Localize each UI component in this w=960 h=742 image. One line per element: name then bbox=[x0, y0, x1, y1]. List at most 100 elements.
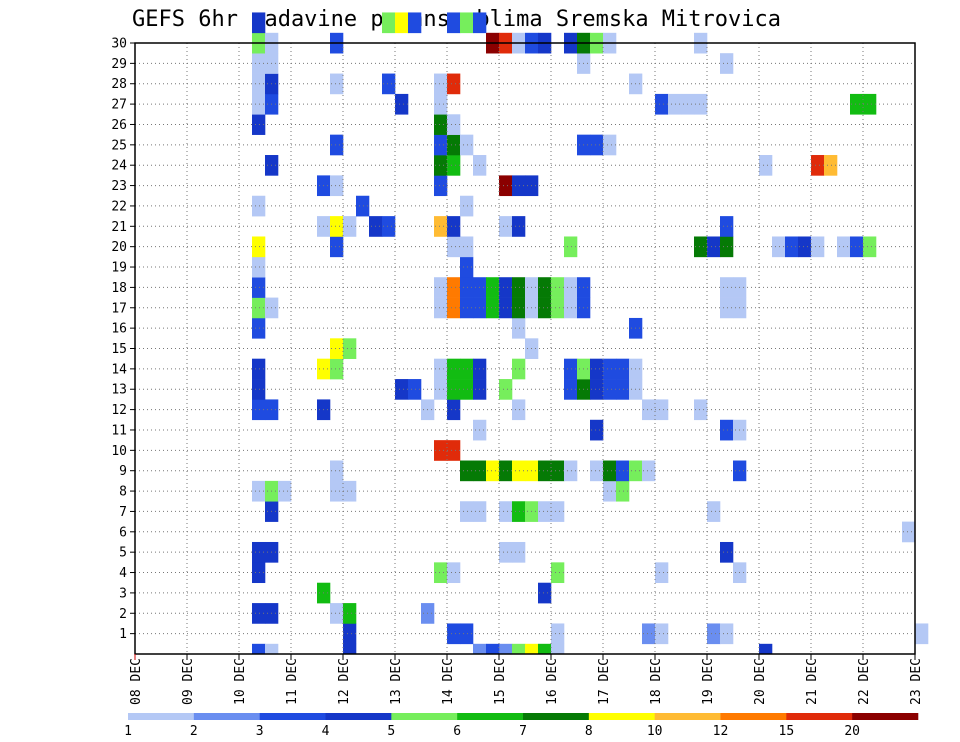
colorbar-segment bbox=[193, 713, 260, 720]
heatmap-cell bbox=[512, 358, 526, 380]
heatmap-cell bbox=[382, 216, 396, 237]
heatmap-cell bbox=[811, 155, 825, 176]
heatmap-cell bbox=[252, 73, 266, 95]
heatmap-cell bbox=[447, 216, 461, 237]
heatmap-cell bbox=[590, 419, 604, 441]
heatmap-cell bbox=[499, 297, 513, 319]
heatmap-cell bbox=[551, 460, 565, 482]
y-tick-label: 1 bbox=[119, 627, 127, 642]
y-tick-label: 4 bbox=[119, 566, 127, 581]
y-tick-label: 27 bbox=[111, 98, 127, 113]
heatmap-cell bbox=[434, 93, 448, 115]
y-tick-label: 26 bbox=[111, 118, 127, 133]
heatmap-cell bbox=[447, 155, 461, 176]
heatmap-cell bbox=[343, 623, 357, 645]
heatmap-cell bbox=[512, 317, 526, 339]
heatmap-cell bbox=[252, 603, 266, 624]
heatmap-cell bbox=[720, 297, 734, 319]
heatmap-cell bbox=[850, 93, 864, 115]
heatmap-cell bbox=[356, 195, 370, 217]
colorbar-segment bbox=[786, 713, 853, 720]
heatmap-cell bbox=[434, 277, 448, 298]
heatmap-cell bbox=[460, 277, 474, 298]
heatmap-cell bbox=[642, 460, 656, 482]
x-tick-label: 09 DEC bbox=[181, 658, 196, 705]
colorbar-label: 8 bbox=[585, 724, 593, 739]
heatmap-cell bbox=[759, 643, 773, 655]
heatmap-cell bbox=[382, 73, 396, 95]
heatmap-cell bbox=[473, 643, 487, 655]
heatmap-cell bbox=[616, 460, 630, 482]
heatmap-cell bbox=[512, 277, 526, 298]
colorbar-label: 12 bbox=[713, 724, 729, 739]
heatmap-cell bbox=[616, 379, 630, 400]
x-tick-label: 17 DEC bbox=[597, 658, 612, 705]
heatmap-cell bbox=[512, 643, 526, 655]
heatmap-cell bbox=[798, 236, 812, 258]
heatmap-cell bbox=[252, 256, 266, 278]
y-tick-label: 10 bbox=[111, 444, 127, 459]
heatmap-cell bbox=[642, 399, 656, 421]
y-tick-label: 9 bbox=[119, 464, 127, 479]
heatmap-cell bbox=[330, 460, 344, 482]
heatmap-cell bbox=[330, 134, 344, 156]
heatmap-cell bbox=[850, 236, 864, 258]
heatmap-cell bbox=[447, 358, 461, 380]
heatmap-cell bbox=[499, 277, 513, 298]
heatmap-cell bbox=[551, 297, 565, 319]
y-tick-label: 11 bbox=[111, 423, 127, 438]
x-tick-label: 21 DEC bbox=[805, 658, 820, 705]
heatmap-cell bbox=[343, 643, 357, 655]
x-tick-label: 12 DEC bbox=[337, 658, 352, 705]
heatmap-cell bbox=[707, 236, 721, 258]
x-tick-label: 13 DEC bbox=[389, 658, 404, 705]
heatmap-cell bbox=[564, 236, 578, 258]
y-tick-label: 14 bbox=[111, 362, 127, 377]
colorbar-label: 10 bbox=[647, 724, 663, 739]
x-tick-label: 19 DEC bbox=[701, 658, 716, 705]
heatmap-cell bbox=[642, 623, 656, 645]
colorbar-label: 7 bbox=[519, 724, 527, 739]
heatmap-cell bbox=[434, 297, 448, 319]
heatmap-cell bbox=[512, 175, 526, 197]
heatmap-cell bbox=[330, 175, 344, 197]
heatmap-cell bbox=[447, 114, 461, 135]
heatmap-cell bbox=[447, 562, 461, 584]
heatmap-cell bbox=[915, 623, 929, 645]
heatmap-cell bbox=[330, 73, 344, 95]
heatmap-cell bbox=[694, 236, 708, 258]
heatmap-cell bbox=[395, 93, 409, 115]
heatmap-cell bbox=[486, 297, 500, 319]
heatmap-cell bbox=[460, 460, 474, 482]
heatmap-cell bbox=[330, 338, 344, 359]
heatmap-cell bbox=[447, 73, 461, 95]
heatmap-cell bbox=[460, 297, 474, 319]
heatmap-cell bbox=[499, 501, 513, 522]
colorbar-segment bbox=[391, 713, 458, 720]
y-tick-label: 5 bbox=[119, 546, 127, 561]
heatmap-cell bbox=[447, 277, 461, 298]
heatmap-cell bbox=[434, 562, 448, 584]
heatmap-cell bbox=[551, 562, 565, 584]
heatmap-cell bbox=[538, 582, 552, 604]
heatmap-cell bbox=[590, 134, 604, 156]
y-tick-label: 3 bbox=[119, 586, 127, 601]
heatmap-cell bbox=[668, 93, 682, 115]
heatmap-cell bbox=[460, 358, 474, 380]
heatmap-cell bbox=[434, 114, 448, 135]
colorbar-label: 1 bbox=[124, 724, 132, 739]
heatmap-cell bbox=[460, 501, 474, 522]
heatmap-cell bbox=[551, 277, 565, 298]
heatmap-cell bbox=[603, 379, 617, 400]
x-tick-label: 08 DEC bbox=[129, 658, 144, 705]
heatmap-cell bbox=[538, 297, 552, 319]
heatmap-cell bbox=[460, 12, 474, 34]
heatmap-cell bbox=[265, 643, 279, 655]
heatmap-cell bbox=[590, 460, 604, 482]
heatmap-cell bbox=[252, 297, 266, 319]
x-tick-label: 11 DEC bbox=[285, 658, 300, 705]
heatmap-cell bbox=[486, 460, 500, 482]
colorbar-segment bbox=[720, 713, 787, 720]
heatmap-cell bbox=[447, 399, 461, 421]
heatmap-cell bbox=[551, 501, 565, 522]
